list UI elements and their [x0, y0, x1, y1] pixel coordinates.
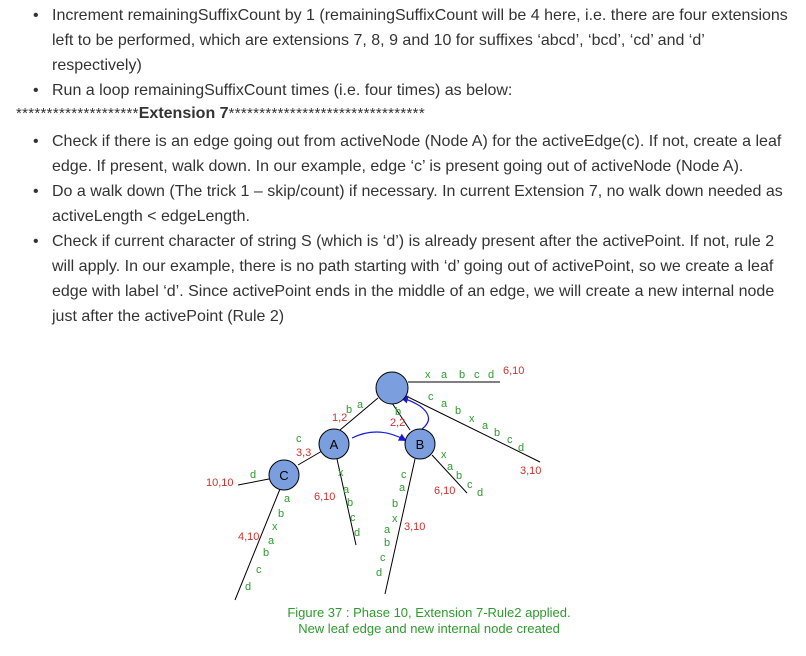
edge-char: c	[256, 564, 262, 576]
caption-line-1: Figure 37 : Phase 10, Extension 7-Rule2 …	[287, 605, 570, 620]
edge-char: a	[441, 369, 448, 381]
edge-char: b	[346, 404, 352, 416]
index-c-leaf-d: 10,10	[206, 477, 234, 489]
edge-char: c	[467, 479, 473, 491]
index-root-b: 2,2	[390, 417, 405, 429]
edge-c-leaf-long	[235, 489, 280, 600]
edge-char: c	[428, 391, 434, 403]
node-b-label: B	[416, 437, 425, 452]
edge-char: a	[441, 398, 448, 410]
bullet-check-edge: Check if there is an edge going out from…	[32, 129, 792, 179]
index-root-top: 6,10	[503, 365, 524, 377]
edge-char: a	[357, 399, 364, 411]
edge-char: b	[455, 405, 461, 417]
edge-a-c	[298, 451, 322, 465]
edge-b-left	[385, 459, 415, 594]
edge-char: c	[296, 433, 302, 445]
bullet-check-character: Check if current character of string S (…	[32, 229, 792, 329]
edge-char: x	[441, 449, 447, 461]
bullet-walk-down: Do a walk down (The trick 1 – skip/count…	[32, 179, 792, 229]
index-b-right: 6,10	[434, 485, 455, 497]
edge-char: b	[392, 498, 398, 510]
edge-root-b	[392, 403, 410, 430]
edge-char: b	[456, 470, 462, 482]
index-root-right: 3,10	[520, 465, 541, 477]
index-a-leaf: 6,10	[314, 491, 335, 503]
edge-char: b	[347, 497, 353, 509]
edge-char: b	[384, 537, 390, 549]
edge-indices: 6,10 3,10 1,2 2,2 3,3 6,10 10,10 4,10 3,…	[206, 365, 541, 543]
index-c-leaf-long: 4,10	[238, 531, 259, 543]
edge-c-leaf-d	[238, 479, 269, 485]
edge-char: a	[482, 420, 489, 432]
edge-char: d	[245, 581, 251, 593]
edge-char: b	[494, 427, 500, 439]
node-a-label: A	[330, 437, 339, 452]
edge-char: x	[338, 467, 344, 479]
extension-label: Extension 7	[139, 105, 229, 122]
edge-char: a	[343, 484, 350, 496]
edge-char: x	[469, 413, 475, 425]
suffix-links	[352, 398, 429, 440]
figure-caption: Figure 37 : Phase 10, Extension 7-Rule2 …	[287, 605, 570, 636]
edge-characters: x a b c d c a b x a b c d a b b c x a b …	[245, 369, 524, 593]
edge-char: c	[380, 552, 386, 564]
edge-char: c	[507, 434, 513, 446]
edge-b-right	[432, 455, 467, 493]
top-bullet-list: Increment remainingSuffixCount by 1 (rem…	[32, 3, 792, 103]
suffix-link-b-to-root	[402, 398, 429, 429]
extension-heading: ********************Extension 7*********…	[16, 104, 425, 124]
edge-char: x	[272, 521, 278, 533]
edge-char: x	[425, 369, 431, 381]
edge-char: d	[477, 487, 483, 499]
edge-root-right	[402, 394, 540, 462]
caption-line-2: New leaf edge and new internal node crea…	[298, 621, 560, 636]
bullet-increment-suffix-count: Increment remainingSuffixCount by 1 (rem…	[32, 3, 792, 78]
edge-char: b	[395, 406, 401, 418]
tree-nodes	[269, 372, 435, 490]
edge-char: d	[354, 527, 360, 539]
edge-char: a	[384, 524, 391, 536]
tree-edges	[235, 382, 540, 600]
extension-stars-right: ********************************	[229, 105, 425, 122]
edge-char: c	[474, 369, 480, 381]
edge-char: c	[350, 512, 356, 524]
suffix-link-a-to-b	[352, 432, 405, 440]
edge-char: b	[459, 369, 465, 381]
bottom-bullet-list: Check if there is an edge going out from…	[32, 129, 792, 329]
extension-stars-left: ********************	[16, 105, 139, 122]
bullet-run-loop: Run a loop remainingSuffixCount times (i…	[32, 78, 792, 103]
edge-root-a	[340, 398, 378, 430]
node-a	[319, 429, 349, 459]
node-b	[405, 429, 435, 459]
edge-char: a	[284, 493, 291, 505]
edge-char: c	[401, 469, 407, 481]
edge-char: b	[278, 508, 284, 520]
edge-char: d	[376, 567, 382, 579]
edge-char: x	[392, 513, 398, 525]
index-a-c: 3,3	[296, 447, 311, 459]
edge-char: d	[518, 442, 524, 454]
edge-char: b	[263, 547, 269, 559]
edge-char: d	[250, 469, 256, 481]
edge-char: d	[488, 369, 494, 381]
edge-a-leaf	[337, 459, 356, 545]
node-labels: A B C	[279, 437, 424, 483]
node-c-label: C	[279, 468, 288, 483]
edge-char: a	[399, 482, 406, 494]
index-root-a: 1,2	[332, 412, 347, 424]
index-b-left: 3,10	[404, 521, 425, 533]
edge-char: a	[447, 461, 454, 473]
edge-char: a	[268, 535, 275, 547]
node-root	[376, 372, 408, 404]
node-c	[269, 460, 299, 490]
